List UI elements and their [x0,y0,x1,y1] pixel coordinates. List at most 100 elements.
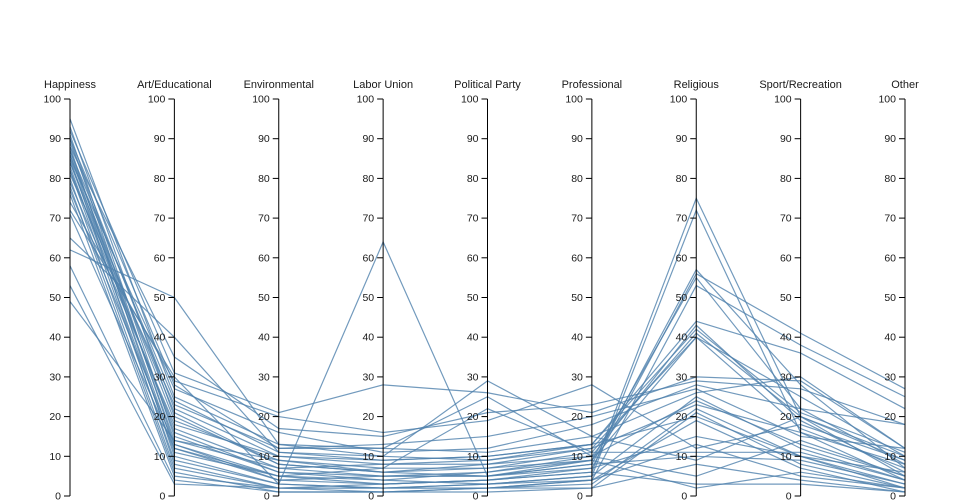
tick-label: 0 [473,491,479,500]
axis-title: Art/Educational [137,79,212,91]
tick-label: 80 [154,173,166,185]
tick-label: 50 [154,292,166,304]
tick-label: 80 [362,173,374,185]
tick-label: 10 [884,451,896,463]
tick-label: 10 [154,451,166,463]
tick-label: 80 [884,173,896,185]
tick-label: 0 [264,491,270,500]
tick-label: 50 [467,292,479,304]
tick-label: 100 [461,94,479,106]
tick-label: 70 [154,213,166,225]
axes-layer: 0102030405060708090100Happiness010203040… [43,79,919,500]
tick-label: 10 [258,451,270,463]
tick-label: 70 [467,213,479,225]
tick-label: 10 [571,451,583,463]
tick-label: 0 [577,491,583,500]
tick-label: 40 [467,332,479,344]
tick-label: 70 [676,213,688,225]
tick-label: 70 [362,213,374,225]
axis-professional: 0 10 20 30 40 50 60 70 80 90 100 Professional [562,79,623,500]
axis-sport-recreation: 0 10 20 30 40 50 60 70 80 90 100 Sport/Recreation [759,79,842,500]
axis-political-party: 0 10 20 30 40 50 60 70 80 90 100 Political Party [454,79,521,500]
tick-label: 60 [780,252,792,264]
tick-label: 30 [884,371,896,383]
tick-label: 90 [49,133,61,145]
tick-label: 0 [55,491,61,500]
tick-label: 50 [676,292,688,304]
tick-label: 40 [362,332,374,344]
tick-label: 30 [49,371,61,383]
tick-label: 60 [362,252,374,264]
tick-label: 70 [780,213,792,225]
tick-label: 50 [571,292,583,304]
tick-label: 40 [154,332,166,344]
tick-label: 0 [681,491,687,500]
axis-religious: 0 10 20 30 40 50 60 70 80 90 100 Religious [670,79,720,500]
axis-title: Professional [562,79,623,91]
axis-labor-union: 0 10 20 30 40 50 60 70 80 90 100 Labor Union [353,79,413,500]
tick-label: 10 [780,451,792,463]
tick-label: 60 [258,252,270,264]
tick-label: 20 [49,411,61,423]
tick-label: 70 [884,213,896,225]
tick-label: 100 [878,94,896,106]
tick-label: 70 [49,213,61,225]
tick-label: 40 [884,332,896,344]
tick-label: 20 [154,411,166,423]
tick-label: 90 [362,133,374,145]
tick-label: 90 [571,133,583,145]
tick-label: 50 [49,292,61,304]
axis-environmental: 0 10 20 30 40 50 60 70 80 90 100 Environmental [244,79,314,500]
tick-label: 100 [148,94,166,106]
tick-label: 100 [565,94,583,106]
tick-label: 30 [467,371,479,383]
tick-label: 70 [258,213,270,225]
tick-label: 90 [884,133,896,145]
tick-label: 60 [884,252,896,264]
tick-label: 60 [676,252,688,264]
tick-label: 60 [154,252,166,264]
tick-label: 40 [676,332,688,344]
tick-label: 70 [571,213,583,225]
tick-label: 100 [670,94,688,106]
tick-label: 0 [368,491,374,500]
tick-label: 20 [571,411,583,423]
tick-label: 80 [258,173,270,185]
tick-label: 30 [676,371,688,383]
axis-title: Environmental [244,79,314,91]
tick-label: 80 [571,173,583,185]
tick-label: 30 [362,371,374,383]
axis-art-educational: 0 10 20 30 40 50 60 70 80 90 100 Art/Educational [137,79,212,500]
tick-label: 20 [467,411,479,423]
axis-title: Happiness [44,79,96,91]
tick-label: 40 [571,332,583,344]
tick-label: 80 [780,173,792,185]
tick-label: 80 [676,173,688,185]
axis-other: 0 10 20 30 40 50 60 70 80 90 100 Other [878,79,919,500]
tick-label: 60 [571,252,583,264]
tick-label: 100 [43,94,61,106]
tick-label: 40 [49,332,61,344]
tick-label: 10 [362,451,374,463]
tick-label: 20 [258,411,270,423]
tick-label: 50 [884,292,896,304]
tick-label: 10 [49,451,61,463]
axis-title: Political Party [454,79,521,91]
tick-label: 20 [362,411,374,423]
tick-label: 0 [890,491,896,500]
tick-label: 100 [357,94,375,106]
tick-label: 30 [780,371,792,383]
tick-label: 90 [676,133,688,145]
tick-label: 90 [154,133,166,145]
tick-label: 30 [258,371,270,383]
tick-label: 30 [571,371,583,383]
tick-label: 90 [258,133,270,145]
tick-label: 10 [676,451,688,463]
tick-label: 50 [362,292,374,304]
tick-label: 10 [467,451,479,463]
tick-label: 50 [258,292,270,304]
tick-label: 60 [467,252,479,264]
tick-label: 90 [467,133,479,145]
